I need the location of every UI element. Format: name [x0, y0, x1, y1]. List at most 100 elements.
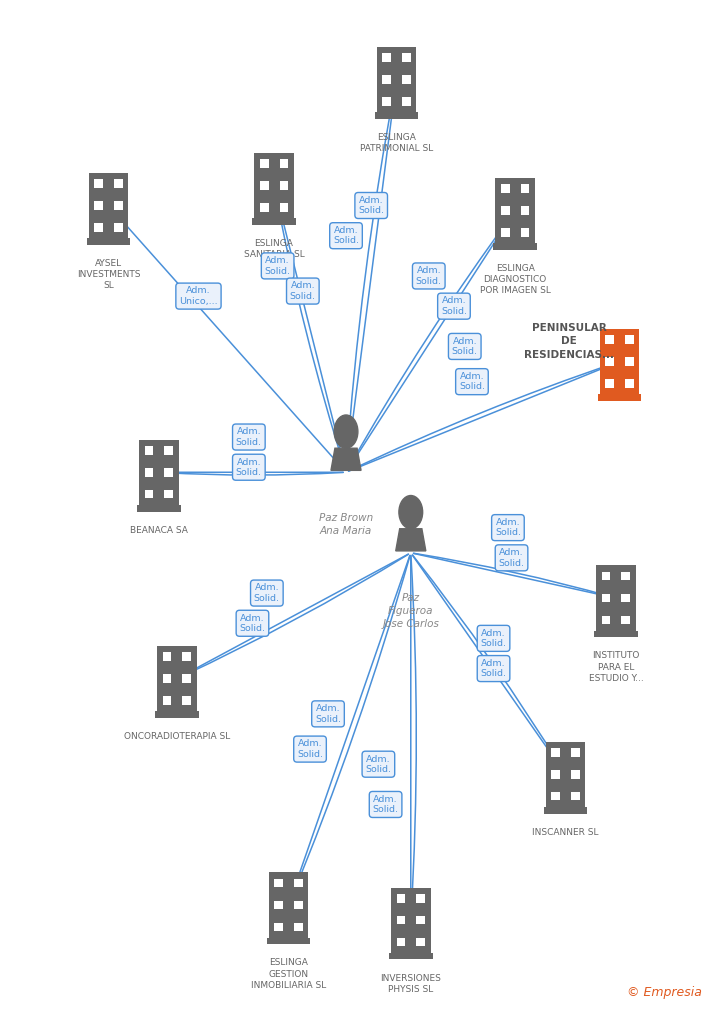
FancyBboxPatch shape	[495, 178, 535, 244]
Text: ESLINGA
PATRIMONIAL SL: ESLINGA PATRIMONIAL SL	[360, 133, 433, 153]
FancyBboxPatch shape	[601, 616, 610, 624]
FancyBboxPatch shape	[280, 181, 288, 190]
FancyBboxPatch shape	[397, 938, 405, 946]
FancyBboxPatch shape	[162, 674, 171, 683]
FancyBboxPatch shape	[155, 712, 199, 718]
FancyBboxPatch shape	[145, 490, 154, 498]
Text: BEANACA SA: BEANACA SA	[130, 526, 188, 535]
FancyBboxPatch shape	[521, 185, 529, 193]
FancyBboxPatch shape	[521, 206, 529, 215]
FancyBboxPatch shape	[87, 239, 130, 245]
FancyBboxPatch shape	[183, 696, 191, 704]
FancyBboxPatch shape	[162, 696, 171, 704]
FancyBboxPatch shape	[89, 173, 128, 239]
Text: Adm.
Solid.: Adm. Solid.	[452, 337, 478, 356]
FancyBboxPatch shape	[625, 357, 634, 365]
FancyBboxPatch shape	[521, 228, 529, 236]
FancyBboxPatch shape	[416, 938, 425, 946]
FancyBboxPatch shape	[571, 748, 579, 756]
FancyBboxPatch shape	[280, 203, 288, 211]
Text: INVERSIONES
PHYSIS SL: INVERSIONES PHYSIS SL	[380, 973, 441, 994]
FancyBboxPatch shape	[605, 335, 614, 344]
Text: ESLINGA
SANITARIA SL: ESLINGA SANITARIA SL	[244, 239, 304, 259]
FancyBboxPatch shape	[183, 653, 191, 661]
FancyBboxPatch shape	[260, 203, 269, 211]
FancyBboxPatch shape	[382, 54, 391, 62]
FancyBboxPatch shape	[114, 180, 123, 188]
FancyBboxPatch shape	[551, 792, 560, 801]
FancyBboxPatch shape	[114, 223, 123, 231]
FancyBboxPatch shape	[402, 75, 411, 84]
FancyBboxPatch shape	[501, 206, 510, 215]
Text: INSCANNER SL: INSCANNER SL	[532, 827, 598, 836]
Polygon shape	[396, 529, 426, 551]
Text: Adm.
Solid.: Adm. Solid.	[254, 584, 280, 603]
Text: Adm.
Solid.: Adm. Solid.	[333, 226, 359, 246]
FancyBboxPatch shape	[269, 873, 308, 938]
FancyBboxPatch shape	[183, 674, 191, 683]
FancyBboxPatch shape	[596, 565, 636, 630]
Text: © Еmpresia: © Еmpresia	[628, 986, 703, 999]
FancyBboxPatch shape	[605, 357, 614, 365]
FancyBboxPatch shape	[622, 616, 630, 624]
FancyBboxPatch shape	[294, 879, 303, 887]
FancyBboxPatch shape	[260, 181, 269, 190]
FancyBboxPatch shape	[94, 223, 103, 231]
FancyBboxPatch shape	[382, 75, 391, 84]
Text: Adm.
Solid.: Adm. Solid.	[240, 613, 266, 633]
FancyBboxPatch shape	[601, 571, 610, 581]
FancyBboxPatch shape	[544, 807, 587, 814]
Text: Adm.
Solid.: Adm. Solid.	[365, 754, 392, 773]
Text: Adm.
Solid.: Adm. Solid.	[495, 518, 521, 537]
FancyBboxPatch shape	[598, 394, 641, 401]
FancyBboxPatch shape	[94, 180, 103, 188]
FancyBboxPatch shape	[139, 439, 178, 505]
Text: AYSEL
INVESTMENTS
SL: AYSEL INVESTMENTS SL	[76, 259, 141, 290]
Text: ONCORADIOTERAPIA SL: ONCORADIOTERAPIA SL	[124, 732, 230, 741]
Circle shape	[334, 415, 358, 449]
FancyBboxPatch shape	[601, 594, 610, 602]
FancyBboxPatch shape	[391, 887, 430, 953]
Text: Adm.
Unico,...: Adm. Unico,...	[179, 286, 218, 306]
Text: Adm.
Solid.: Adm. Solid.	[480, 628, 507, 648]
Text: Adm.
Solid.: Adm. Solid.	[459, 371, 485, 392]
Circle shape	[399, 495, 423, 529]
FancyBboxPatch shape	[501, 185, 510, 193]
FancyBboxPatch shape	[622, 594, 630, 602]
FancyBboxPatch shape	[253, 218, 296, 224]
FancyBboxPatch shape	[625, 335, 634, 344]
Text: Paz
Figueroa
Jose Carlos: Paz Figueroa Jose Carlos	[382, 593, 439, 629]
FancyBboxPatch shape	[494, 244, 537, 250]
FancyBboxPatch shape	[571, 792, 579, 801]
Text: Adm.
Solid.: Adm. Solid.	[358, 196, 384, 215]
Polygon shape	[331, 449, 361, 470]
Text: Adm.
Solid.: Adm. Solid.	[297, 739, 323, 759]
FancyBboxPatch shape	[622, 571, 630, 581]
Text: Adm.
Solid.: Adm. Solid.	[441, 296, 467, 316]
Text: Adm.
Solid.: Adm. Solid.	[315, 704, 341, 724]
FancyBboxPatch shape	[274, 901, 283, 909]
FancyBboxPatch shape	[605, 380, 614, 388]
FancyBboxPatch shape	[274, 923, 283, 932]
FancyBboxPatch shape	[382, 97, 391, 106]
Text: ESLINGA
DIAGNOSTICO
POR IMAGEN SL: ESLINGA DIAGNOSTICO POR IMAGEN SL	[480, 264, 550, 295]
FancyBboxPatch shape	[266, 938, 310, 944]
FancyBboxPatch shape	[165, 447, 173, 455]
Text: Adm.
Solid.: Adm. Solid.	[290, 281, 316, 300]
FancyBboxPatch shape	[254, 152, 294, 218]
Text: Adm.
Solid.: Adm. Solid.	[499, 548, 525, 567]
FancyBboxPatch shape	[145, 447, 154, 455]
FancyBboxPatch shape	[375, 113, 418, 119]
FancyBboxPatch shape	[157, 646, 197, 712]
FancyBboxPatch shape	[416, 916, 425, 925]
FancyBboxPatch shape	[600, 329, 639, 394]
Text: Adm.
Solid.: Adm. Solid.	[265, 256, 290, 276]
FancyBboxPatch shape	[416, 894, 425, 902]
FancyBboxPatch shape	[402, 54, 411, 62]
FancyBboxPatch shape	[571, 770, 579, 779]
Text: Adm.
Solid.: Adm. Solid.	[480, 659, 507, 678]
Text: Adm.
Solid.: Adm. Solid.	[236, 427, 262, 447]
FancyBboxPatch shape	[165, 468, 173, 476]
FancyBboxPatch shape	[625, 380, 634, 388]
FancyBboxPatch shape	[165, 490, 173, 498]
